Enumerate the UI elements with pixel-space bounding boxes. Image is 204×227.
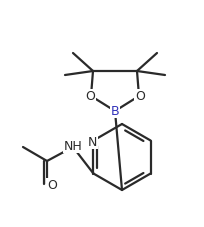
Text: B: B [111, 105, 119, 118]
Text: N: N [88, 135, 97, 148]
Text: O: O [47, 179, 57, 192]
Text: O: O [85, 90, 95, 103]
Text: O: O [135, 90, 145, 103]
Text: NH: NH [64, 140, 82, 153]
